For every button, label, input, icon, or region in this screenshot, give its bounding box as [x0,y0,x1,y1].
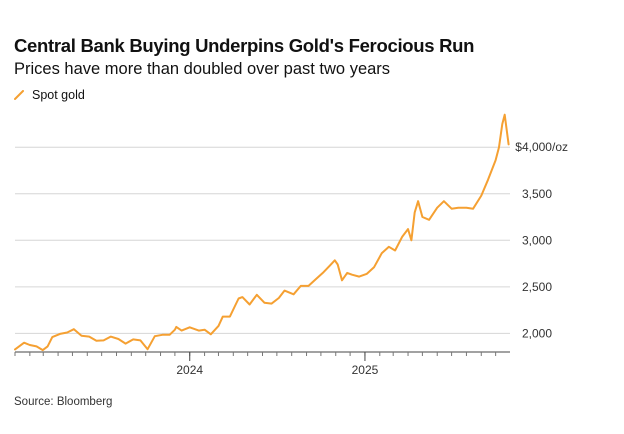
legend: Spot gold [14,88,85,102]
y-tick-label: $4,000/oz [515,140,568,154]
legend-swatch-icon [14,90,24,100]
x-tick-label: 2025 [352,363,379,377]
source-note: Source: Bloomberg [14,396,113,408]
y-tick-label: 2,500 [522,280,552,294]
chart-subtitle: Prices have more than doubled over past … [14,60,391,78]
grid-lines [15,146,510,334]
x-axis [14,351,510,361]
legend-label: Spot gold [32,88,85,102]
y-tick-label: 3,500 [522,187,552,201]
x-tick-label: 2024 [176,363,203,377]
y-tick-label: 2,000 [522,326,552,340]
series-line-spot-gold [14,113,510,352]
chart-title: Central Bank Buying Underpins Gold's Fer… [14,35,475,56]
tick-labels: 2,000 2,500 3,000 3,500 $4,000/oz 2024 2025 [176,140,568,377]
series-layer [14,113,510,352]
y-tick-label: 3,000 [522,233,552,247]
